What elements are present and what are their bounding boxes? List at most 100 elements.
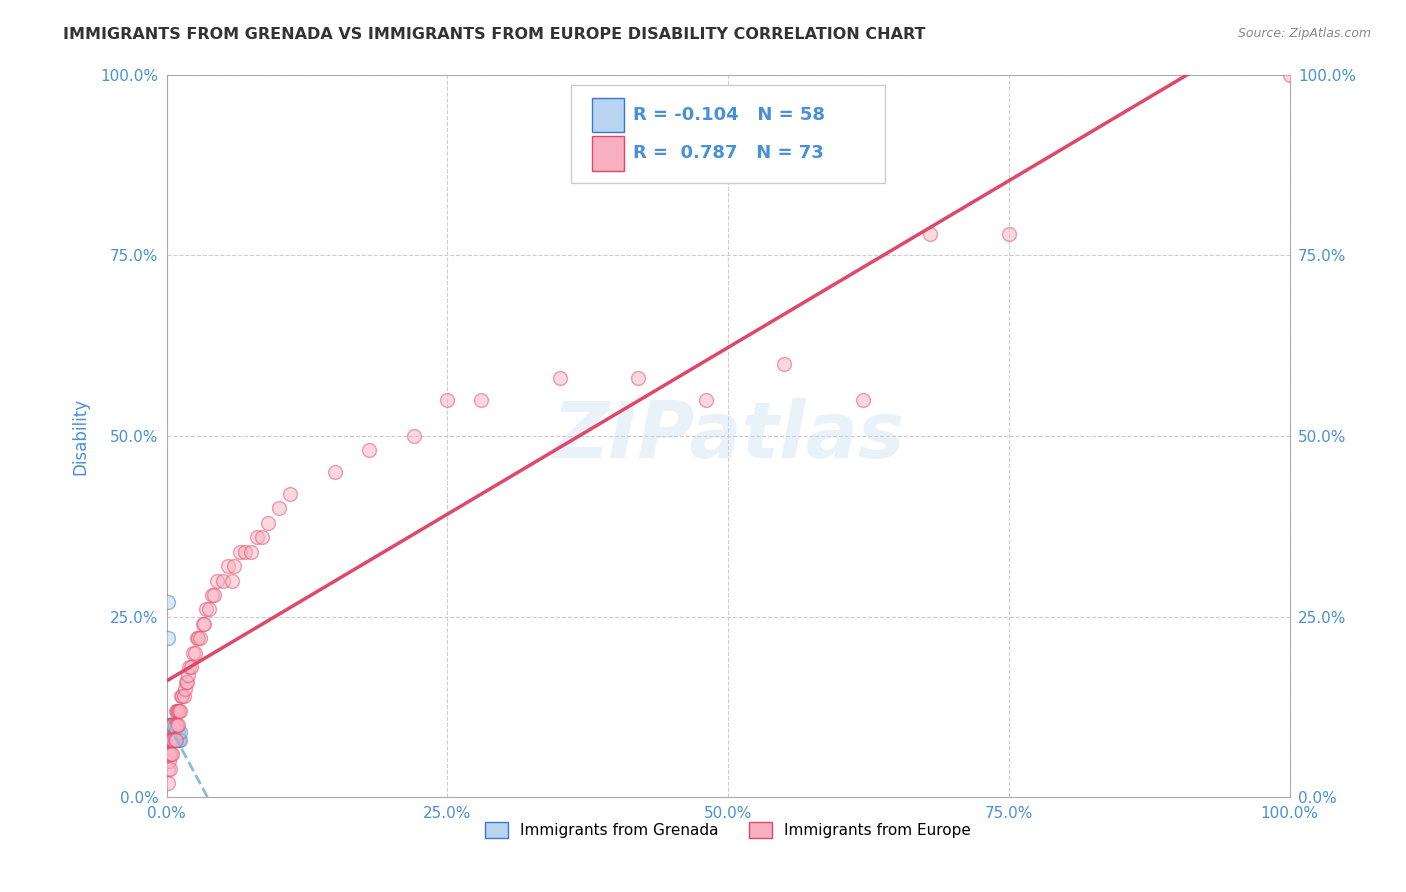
Point — [250, 530, 273, 544]
Point — [157, 725, 180, 739]
Point — [159, 718, 181, 732]
Point — [217, 559, 239, 574]
Point — [278, 487, 301, 501]
Point — [198, 602, 221, 616]
Point — [162, 732, 184, 747]
Point — [156, 732, 179, 747]
Text: ZIPatlas: ZIPatlas — [553, 398, 904, 474]
Point — [160, 732, 183, 747]
Point — [159, 718, 181, 732]
Point — [200, 588, 222, 602]
Point — [159, 732, 181, 747]
Point — [162, 732, 184, 747]
Point — [998, 227, 1021, 241]
Point — [256, 516, 278, 530]
Point — [162, 732, 184, 747]
Point — [228, 544, 250, 558]
Point — [159, 718, 181, 732]
Point — [174, 674, 197, 689]
Point — [239, 544, 262, 558]
Point — [162, 718, 184, 732]
Point — [627, 371, 650, 385]
Point — [193, 616, 215, 631]
Point — [159, 732, 181, 747]
Point — [695, 392, 717, 407]
Point — [173, 681, 195, 696]
Point — [166, 718, 188, 732]
Point — [157, 725, 180, 739]
Point — [402, 429, 425, 443]
Point — [162, 732, 184, 747]
Point — [173, 690, 195, 704]
Text: R = -0.104   N = 58: R = -0.104 N = 58 — [633, 106, 825, 124]
Point — [205, 574, 228, 588]
Point — [162, 718, 184, 732]
Point — [163, 732, 186, 747]
Point — [852, 392, 875, 407]
Point — [190, 632, 212, 646]
Point — [156, 762, 179, 776]
Point — [179, 660, 201, 674]
Point — [169, 725, 191, 739]
Point — [157, 732, 180, 747]
Point — [202, 588, 225, 602]
Point — [186, 632, 208, 646]
Point — [163, 718, 186, 732]
Point — [436, 392, 458, 407]
Point — [160, 718, 183, 732]
Point — [162, 718, 184, 732]
Point — [176, 674, 198, 689]
Point — [160, 732, 183, 747]
Point — [156, 718, 179, 732]
Point — [162, 725, 184, 739]
Point — [470, 392, 492, 407]
Point — [157, 732, 180, 747]
Point — [159, 732, 181, 747]
Text: R =  0.787   N = 73: R = 0.787 N = 73 — [633, 145, 824, 162]
Point — [166, 725, 188, 739]
Point — [167, 704, 190, 718]
Point — [157, 732, 180, 747]
Point — [162, 718, 184, 732]
Point — [157, 725, 180, 739]
Point — [163, 725, 186, 739]
Point — [323, 465, 346, 479]
Point — [245, 530, 267, 544]
Point — [177, 667, 200, 681]
Point — [169, 704, 191, 718]
Point — [159, 718, 181, 732]
Point — [160, 732, 183, 747]
Point — [160, 718, 183, 732]
Point — [160, 747, 183, 761]
Text: IMMIGRANTS FROM GRENADA VS IMMIGRANTS FROM EUROPE DISABILITY CORRELATION CHART: IMMIGRANTS FROM GRENADA VS IMMIGRANTS FR… — [63, 27, 925, 42]
Point — [165, 732, 187, 747]
Point — [156, 776, 179, 790]
Point — [162, 747, 184, 761]
Point — [159, 747, 181, 761]
Point — [184, 646, 207, 660]
Point — [159, 725, 181, 739]
Point — [159, 718, 181, 732]
Point — [167, 732, 190, 747]
Point — [169, 732, 191, 747]
Point — [162, 732, 184, 747]
Point — [157, 754, 180, 768]
Point — [160, 732, 183, 747]
Point — [157, 747, 180, 761]
Point — [167, 704, 190, 718]
Point — [166, 732, 188, 747]
Text: Source: ZipAtlas.com: Source: ZipAtlas.com — [1237, 27, 1371, 40]
Point — [162, 732, 184, 747]
Point — [160, 725, 183, 739]
Point — [162, 725, 184, 739]
Point — [211, 574, 233, 588]
Point — [191, 616, 214, 631]
Point — [221, 574, 243, 588]
Point — [162, 732, 184, 747]
Bar — [592, 97, 624, 132]
Point — [157, 732, 180, 747]
Point — [548, 371, 571, 385]
Point — [160, 725, 183, 739]
Point — [163, 732, 186, 747]
Point — [160, 725, 183, 739]
